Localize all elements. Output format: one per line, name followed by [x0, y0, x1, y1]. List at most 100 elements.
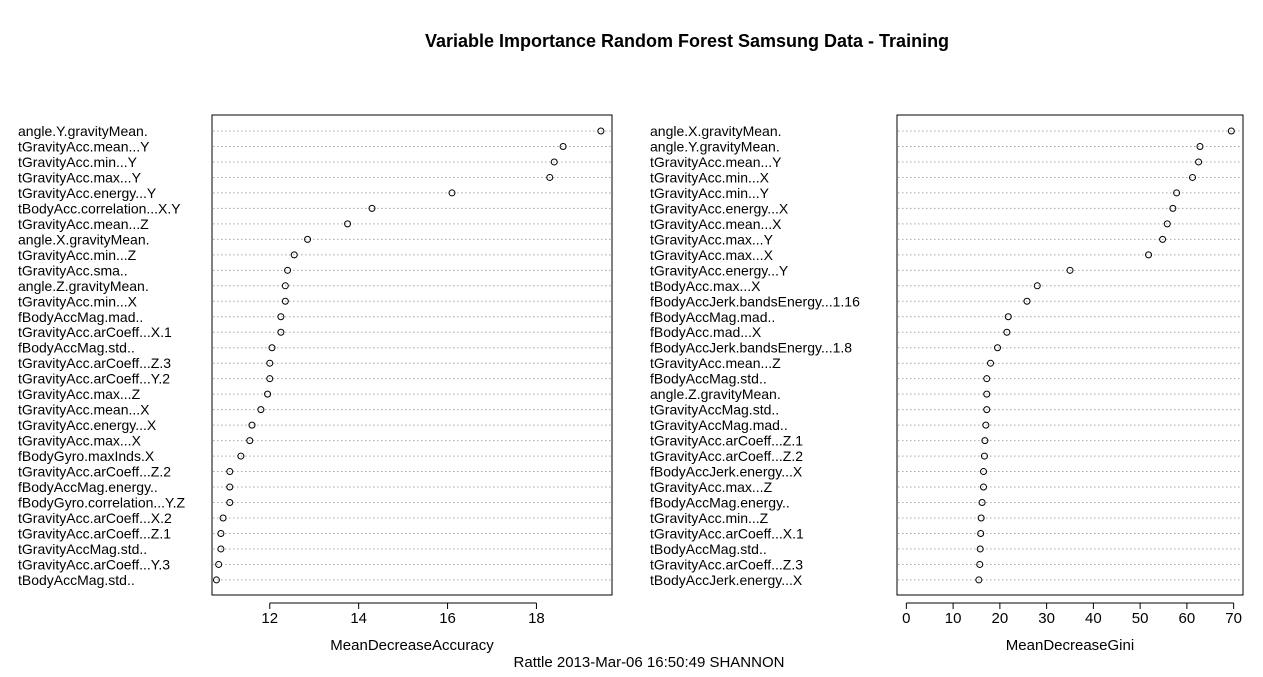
gini-data-point — [1195, 158, 1203, 166]
gini-variable-label: tGravityAccMag.std.. — [650, 402, 779, 418]
footer-text: Rattle 2013-Mar-06 16:50:49 SHANNON — [514, 654, 785, 671]
accuracy-data-point — [219, 514, 227, 522]
accuracy-variable-label: fBodyAccMag.mad.. — [18, 309, 143, 325]
gini-data-point — [1173, 189, 1181, 197]
accuracy-plot-frame — [211, 114, 613, 596]
accuracy-variable-label: tGravityAcc.max...X — [18, 433, 142, 449]
gini-variable-label: fBodyAccJerk.bandsEnergy...1.8 — [650, 340, 852, 356]
accuracy-data-point — [546, 173, 554, 181]
accuracy-variable-label: tGravityAcc.arCoeff...X.1 — [18, 324, 172, 340]
gini-data-point — [1196, 142, 1204, 150]
gini-variable-label: fBodyAccMag.std.. — [650, 371, 767, 387]
accuracy-variable-label: tGravityAcc.arCoeff...Y.3 — [18, 556, 170, 572]
gini-data-point — [1169, 204, 1177, 212]
gini-panel: angle.X.gravityMean.angle.Y.gravityMean.… — [650, 114, 1244, 654]
gini-data-point — [1159, 235, 1167, 243]
gini-data-point — [1023, 297, 1031, 305]
accuracy-data-point — [248, 421, 256, 429]
accuracy-data-point — [559, 142, 567, 150]
gini-data-point — [987, 359, 995, 367]
accuracy-data-point — [281, 297, 289, 305]
accuracy-data-point — [277, 313, 285, 321]
gini-data-point — [980, 452, 988, 460]
accuracy-variable-label: tGravityAcc.mean...Z — [18, 216, 149, 232]
gini-variable-label: fBodyAccMag.mad.. — [650, 309, 775, 325]
gini-data-point — [981, 437, 989, 445]
accuracy-variable-label: tGravityAcc.min...Z — [18, 247, 137, 263]
accuracy-variable-label: tGravityAcc.min...Y — [18, 154, 138, 170]
gini-data-point — [977, 514, 985, 522]
accuracy-variable-label: tGravityAcc.energy...Y — [18, 185, 157, 201]
accuracy-data-point — [448, 189, 456, 197]
gini-variable-label: tGravityAcc.mean...Y — [650, 154, 782, 170]
accuracy-variable-label: fBodyAccMag.std.. — [18, 340, 135, 356]
gini-variable-label: tGravityAcc.min...Y — [650, 185, 770, 201]
accuracy-data-point — [368, 204, 376, 212]
accuracy-x-tick-label: 18 — [528, 610, 545, 627]
gini-data-point — [980, 468, 987, 476]
gini-variable-label: tBodyAccJerk.energy...X — [650, 572, 803, 588]
gini-variable-label: angle.Y.gravityMean. — [650, 138, 780, 154]
gini-x-tick-label: 10 — [945, 610, 962, 627]
accuracy-variable-label: tGravityAcc.arCoeff...Z.3 — [18, 355, 171, 371]
accuracy-variable-label: tBodyAcc.correlation...X.Y — [18, 200, 181, 216]
gini-variable-label: tBodyAcc.max...X — [650, 278, 761, 294]
gini-variable-label: angle.Z.gravityMean. — [650, 386, 781, 402]
accuracy-variable-label: tGravityAcc.arCoeff...X.2 — [18, 510, 172, 526]
accuracy-data-point — [217, 545, 225, 553]
accuracy-data-point — [268, 344, 276, 352]
accuracy-data-point — [215, 560, 223, 568]
gini-variable-label: tGravityAcc.arCoeff...X.1 — [650, 525, 804, 541]
accuracy-data-point — [266, 359, 274, 367]
gini-variable-label: fBodyAccMag.energy.. — [650, 495, 790, 511]
accuracy-x-axis-label: MeanDecreaseAccuracy — [330, 637, 494, 654]
gini-data-point — [976, 545, 984, 553]
gini-data-point — [976, 560, 984, 568]
accuracy-variable-label: tGravityAccMag.std.. — [18, 541, 147, 557]
gini-data-point — [977, 529, 985, 537]
accuracy-data-point — [257, 406, 265, 414]
gini-x-tick-label: 60 — [1179, 610, 1196, 627]
gini-x-tick-label: 70 — [1225, 610, 1242, 627]
gini-x-tick-label: 0 — [902, 610, 910, 627]
gini-variable-label: tGravityAcc.arCoeff...Z.3 — [650, 556, 803, 572]
gini-variable-label: tGravityAcc.energy...X — [650, 200, 789, 216]
chart-title: Variable Importance Random Forest Samsun… — [425, 31, 949, 51]
accuracy-variable-label: tGravityAcc.mean...Y — [18, 138, 150, 154]
accuracy-variable-label: angle.Y.gravityMean. — [18, 123, 148, 139]
gini-variable-label: tGravityAcc.min...Z — [650, 510, 769, 526]
gini-data-point — [1163, 220, 1171, 228]
gini-data-point — [1066, 266, 1074, 274]
accuracy-variable-label: tGravityAcc.arCoeff...Z.1 — [18, 525, 171, 541]
accuracy-data-point — [550, 158, 558, 166]
accuracy-data-point — [281, 282, 289, 290]
accuracy-data-point — [597, 127, 605, 135]
gini-data-point — [983, 390, 991, 398]
accuracy-data-point — [304, 235, 312, 243]
gini-variable-label: angle.X.gravityMean. — [650, 123, 782, 139]
accuracy-variable-label: fBodyGyro.correlation...Y.Z — [18, 495, 185, 511]
accuracy-variable-label: angle.Z.gravityMean. — [18, 278, 149, 294]
gini-variable-label: tBodyAccMag.std.. — [650, 541, 767, 557]
accuracy-variable-label: tGravityAcc.mean...X — [18, 402, 150, 418]
gini-data-point — [975, 576, 983, 584]
accuracy-variable-label: fBodyGyro.maxInds.X — [18, 448, 155, 464]
accuracy-variable-label: angle.X.gravityMean. — [18, 231, 150, 247]
gini-x-axis-label: MeanDecreaseGini — [1006, 637, 1134, 654]
gini-data-point — [983, 375, 991, 383]
gini-data-point — [978, 499, 986, 507]
gini-data-point — [1033, 282, 1041, 290]
gini-data-point — [1004, 313, 1012, 321]
accuracy-variable-label: tGravityAcc.arCoeff...Y.2 — [18, 371, 170, 387]
accuracy-data-point — [212, 576, 220, 584]
accuracy-data-point — [226, 499, 234, 507]
gini-x-tick-label: 50 — [1132, 610, 1149, 627]
gini-data-point — [980, 483, 987, 491]
accuracy-data-point — [277, 328, 285, 336]
accuracy-variable-label: tBodyAccMag.std.. — [18, 572, 135, 588]
gini-variable-label: tGravityAcc.arCoeff...Z.1 — [650, 433, 803, 449]
accuracy-data-point — [266, 375, 274, 383]
gini-data-point — [983, 406, 991, 414]
